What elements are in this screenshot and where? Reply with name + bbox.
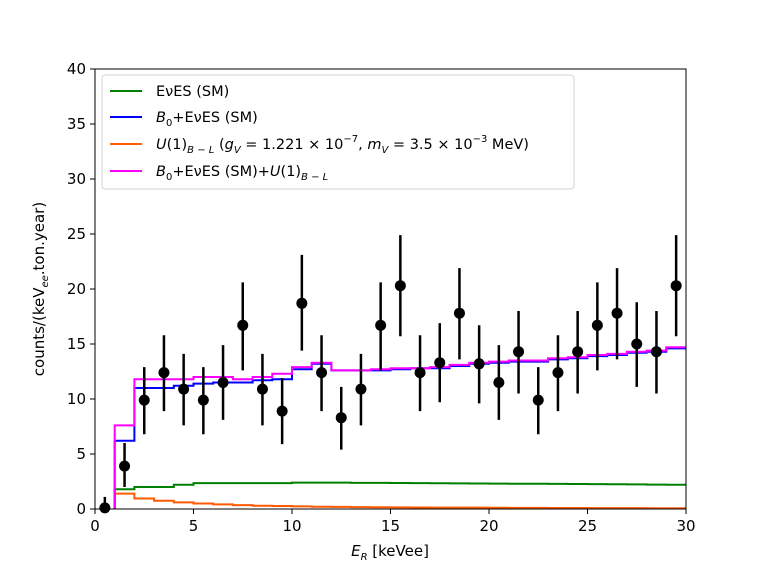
data-point	[197, 394, 209, 406]
data-point	[473, 358, 485, 370]
data-point	[335, 412, 347, 424]
y-tick-label: 30	[67, 170, 86, 188]
data-point	[631, 338, 643, 350]
data-point	[99, 502, 111, 514]
data-point	[513, 346, 525, 358]
data-point	[453, 307, 465, 319]
legend-frame	[101, 74, 575, 190]
data-point	[572, 346, 584, 358]
y-tick-label: 0	[76, 500, 86, 518]
x-tick-label: 30	[676, 517, 695, 535]
data-point	[375, 319, 387, 331]
y-tick-label: 5	[76, 445, 86, 463]
y-tick-label: 10	[67, 390, 86, 408]
y-axis-title: counts/(keVee.ton.year)	[30, 202, 51, 376]
data-point	[355, 383, 367, 395]
legend: EνES (SM) B0+EνES (SM) U(1)B − L (gV = 1…	[101, 74, 575, 190]
data-point	[138, 394, 150, 406]
x-axis-title: ER [keVee]	[351, 542, 429, 563]
x-tick-label: 0	[90, 517, 100, 535]
data-point	[611, 307, 623, 319]
legend-label-b0-sm: B0+EνES (SM)	[156, 110, 258, 129]
data-point	[650, 346, 662, 358]
series-line-1	[113, 347, 686, 509]
data-point	[316, 367, 328, 379]
data-point	[414, 367, 426, 379]
y-tick-label: 35	[67, 115, 86, 133]
y-tick-label: 40	[67, 60, 86, 78]
y-tick-label: 25	[67, 225, 86, 243]
data-point	[532, 394, 544, 406]
data-point	[296, 297, 308, 309]
series-line-3	[113, 346, 686, 509]
x-axis: 0 5 10 15 20 25 30	[90, 509, 696, 535]
legend-label-u1: U(1)B − L (gV = 1.221 × 10−7, mV = 3.5 ×…	[156, 134, 529, 156]
data-point	[591, 319, 603, 331]
data-point	[217, 377, 229, 388]
data-point	[552, 367, 564, 379]
data-point	[178, 383, 190, 395]
data-point	[493, 377, 505, 388]
series-line-0	[113, 481, 686, 509]
y-tick-label: 15	[67, 335, 86, 353]
y-tick-label: 20	[67, 280, 86, 298]
data-point	[119, 460, 131, 472]
x-tick-label: 20	[479, 517, 498, 535]
x-tick-label: 15	[381, 517, 400, 535]
data-point	[237, 319, 249, 331]
y-axis: 0 5 10 15 20 25 30 35 40	[67, 60, 95, 518]
data-point	[256, 383, 268, 395]
legend-label-sm: EνES (SM)	[156, 84, 229, 100]
series-line-2	[113, 492, 686, 510]
legend-label-total: B0+EνES (SM)+U(1)B − L	[156, 164, 328, 183]
data-point	[434, 357, 446, 369]
data-point	[670, 280, 682, 292]
data-point	[158, 367, 170, 379]
data-point	[276, 405, 288, 417]
x-tick-label: 10	[282, 517, 301, 535]
data-point	[394, 280, 406, 292]
series-layer	[113, 346, 686, 510]
x-tick-label: 5	[189, 517, 199, 535]
data-points-layer	[99, 235, 682, 514]
x-tick-label: 25	[578, 517, 597, 535]
